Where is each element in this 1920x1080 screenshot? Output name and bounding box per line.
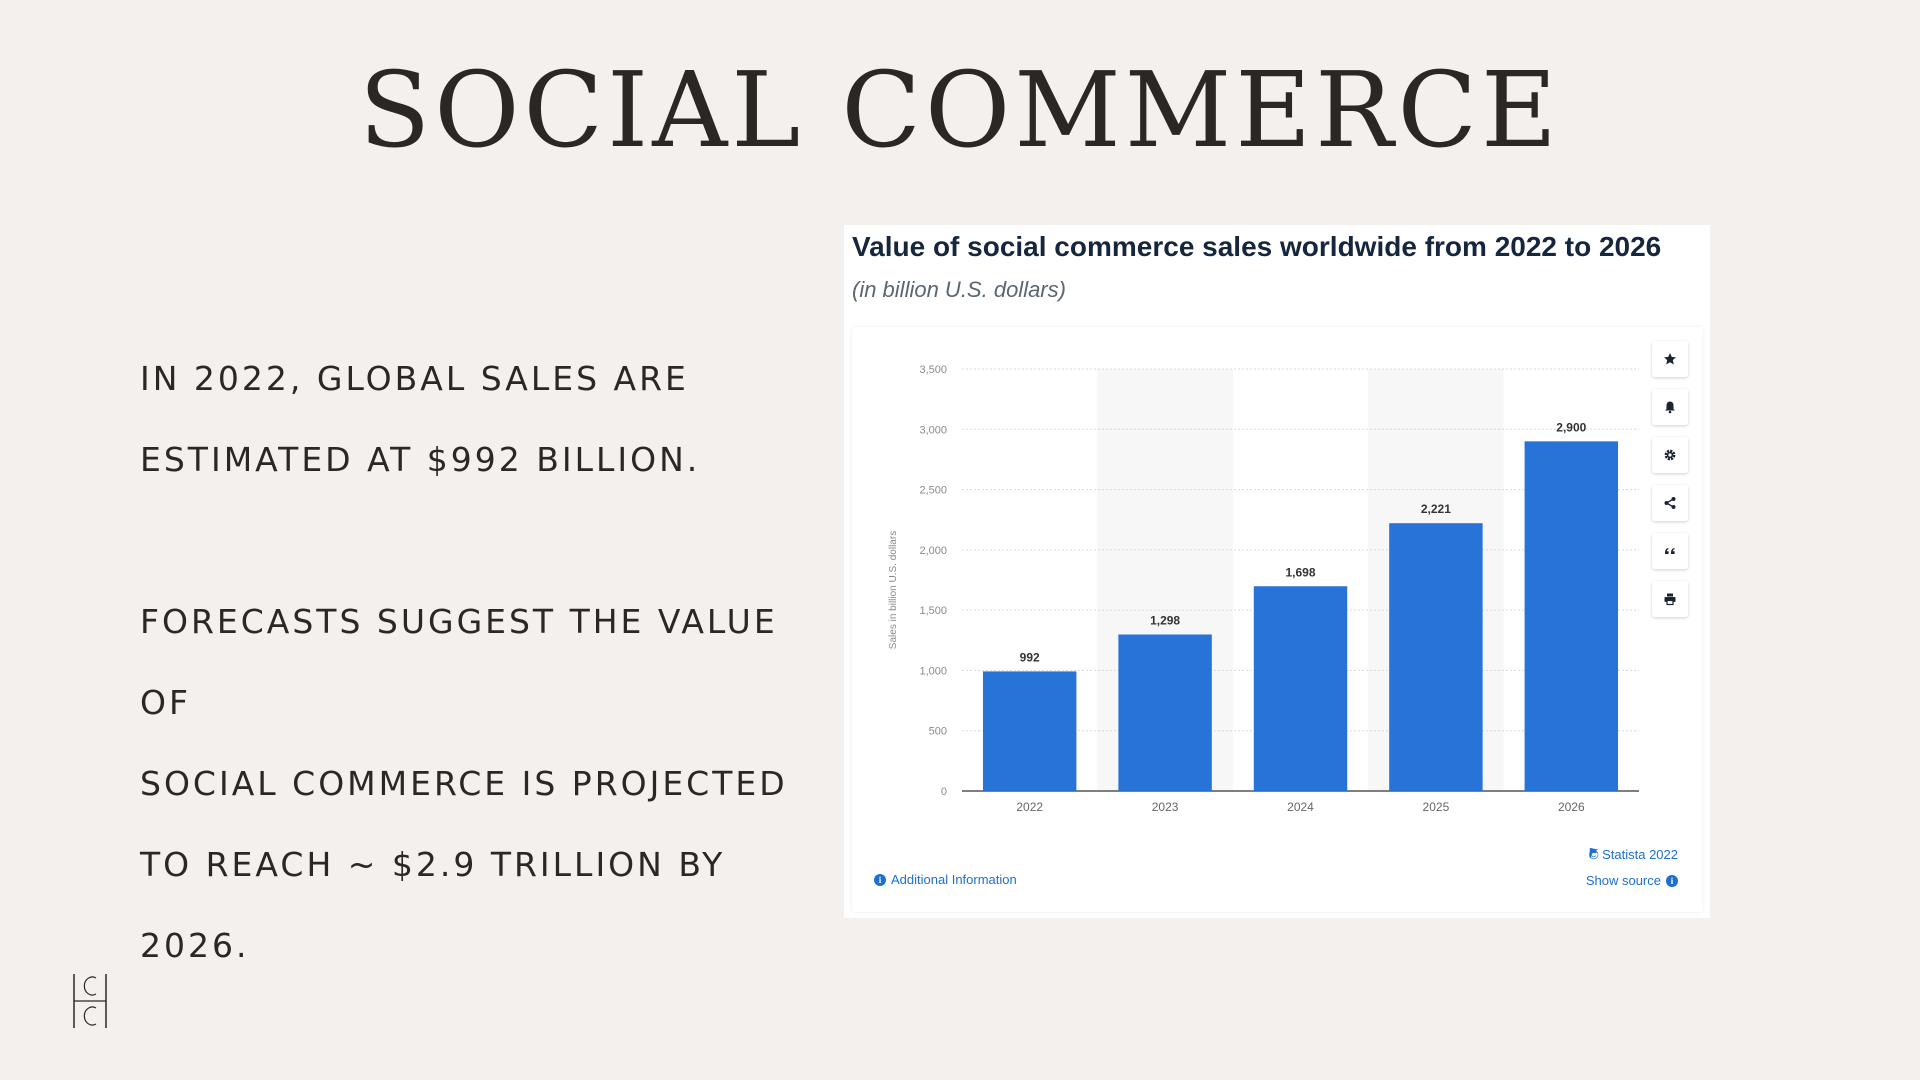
y-axis-label: Sales in billion U.S. dollars [888, 531, 899, 649]
bar [1524, 441, 1619, 791]
x-tick-label: 2026 [1558, 800, 1585, 814]
show-source-link[interactable]: Show source i [1586, 873, 1678, 888]
additional-information-link[interactable]: i Additional Information [874, 872, 1017, 887]
body-line: FORECASTS SUGGEST THE VALUE OF [140, 602, 778, 722]
y-tick-label: 3,500 [919, 364, 947, 376]
body-line: IN 2022, GLOBAL SALES ARE [140, 359, 689, 398]
info-icon: i [874, 873, 886, 886]
bar [982, 671, 1077, 791]
body-line: TO REACH ~ $2.9 TRILLION BY 2026. [140, 845, 726, 965]
body-text: IN 2022, GLOBAL SALES ARE ESTIMATED AT $… [140, 338, 840, 986]
additional-information-text: Additional Information [891, 872, 1017, 887]
data-label: 2,221 [1421, 502, 1451, 516]
plot-panel: 0 500 1,000 1,500 2,000 2,500 3,000 3,500 Sales … [852, 327, 1702, 912]
show-source-text: Show source [1585, 873, 1661, 888]
x-tick-label: 2025 [1423, 800, 1450, 814]
copyright-text: © Statista 2022 [1588, 847, 1678, 862]
chart-title: Value of social commerce sales worldwide… [852, 231, 1662, 262]
x-tick-label: 2024 [1287, 800, 1314, 814]
chart-subtitle: (in billion U.S. dollars) [852, 277, 1066, 302]
data-label: 992 [1020, 650, 1040, 664]
bar [1389, 523, 1483, 791]
star-icon[interactable] [1652, 341, 1688, 377]
bar-chart: 0 500 1,000 1,500 2,000 2,500 3,000 3,500 Sales … [888, 364, 1639, 814]
copyright-link[interactable]: © Statista 2022 [1589, 847, 1678, 862]
data-label: 2,900 [1556, 420, 1586, 434]
data-label: 1,298 [1150, 613, 1180, 627]
statista-chart-card: Value of social commerce sales worldwide… [844, 225, 1710, 918]
y-tick-label: 500 [929, 726, 947, 738]
info-icon: i [1666, 874, 1678, 887]
y-tick-label: 3,000 [919, 424, 947, 436]
gear-icon[interactable] [1652, 437, 1688, 473]
flag-icon [1589, 848, 1598, 858]
print-icon[interactable] [1652, 581, 1688, 617]
body-line: SOCIAL COMMERCE IS PROJECTED [140, 764, 788, 803]
bar [1253, 586, 1348, 791]
body-line: ESTIMATED AT $992 BILLION. [140, 440, 701, 479]
data-label: 1,698 [1285, 565, 1315, 579]
bar [1118, 634, 1212, 791]
y-tick-label: 2,000 [919, 545, 947, 557]
quote-icon[interactable] [1652, 533, 1688, 569]
y-tick-label: 0 [941, 786, 947, 798]
slide-title: SOCIAL COMMERCE [359, 49, 1561, 171]
y-tick-label: 1,500 [919, 605, 947, 617]
brand-logo-icon [73, 974, 107, 1028]
bell-icon[interactable] [1652, 389, 1688, 425]
y-tick-label: 1,000 [919, 665, 947, 677]
y-tick-label: 2,500 [919, 485, 947, 497]
x-tick-label: 2023 [1152, 800, 1179, 814]
x-tick-label: 2022 [1016, 800, 1043, 814]
share-icon[interactable] [1652, 485, 1688, 521]
